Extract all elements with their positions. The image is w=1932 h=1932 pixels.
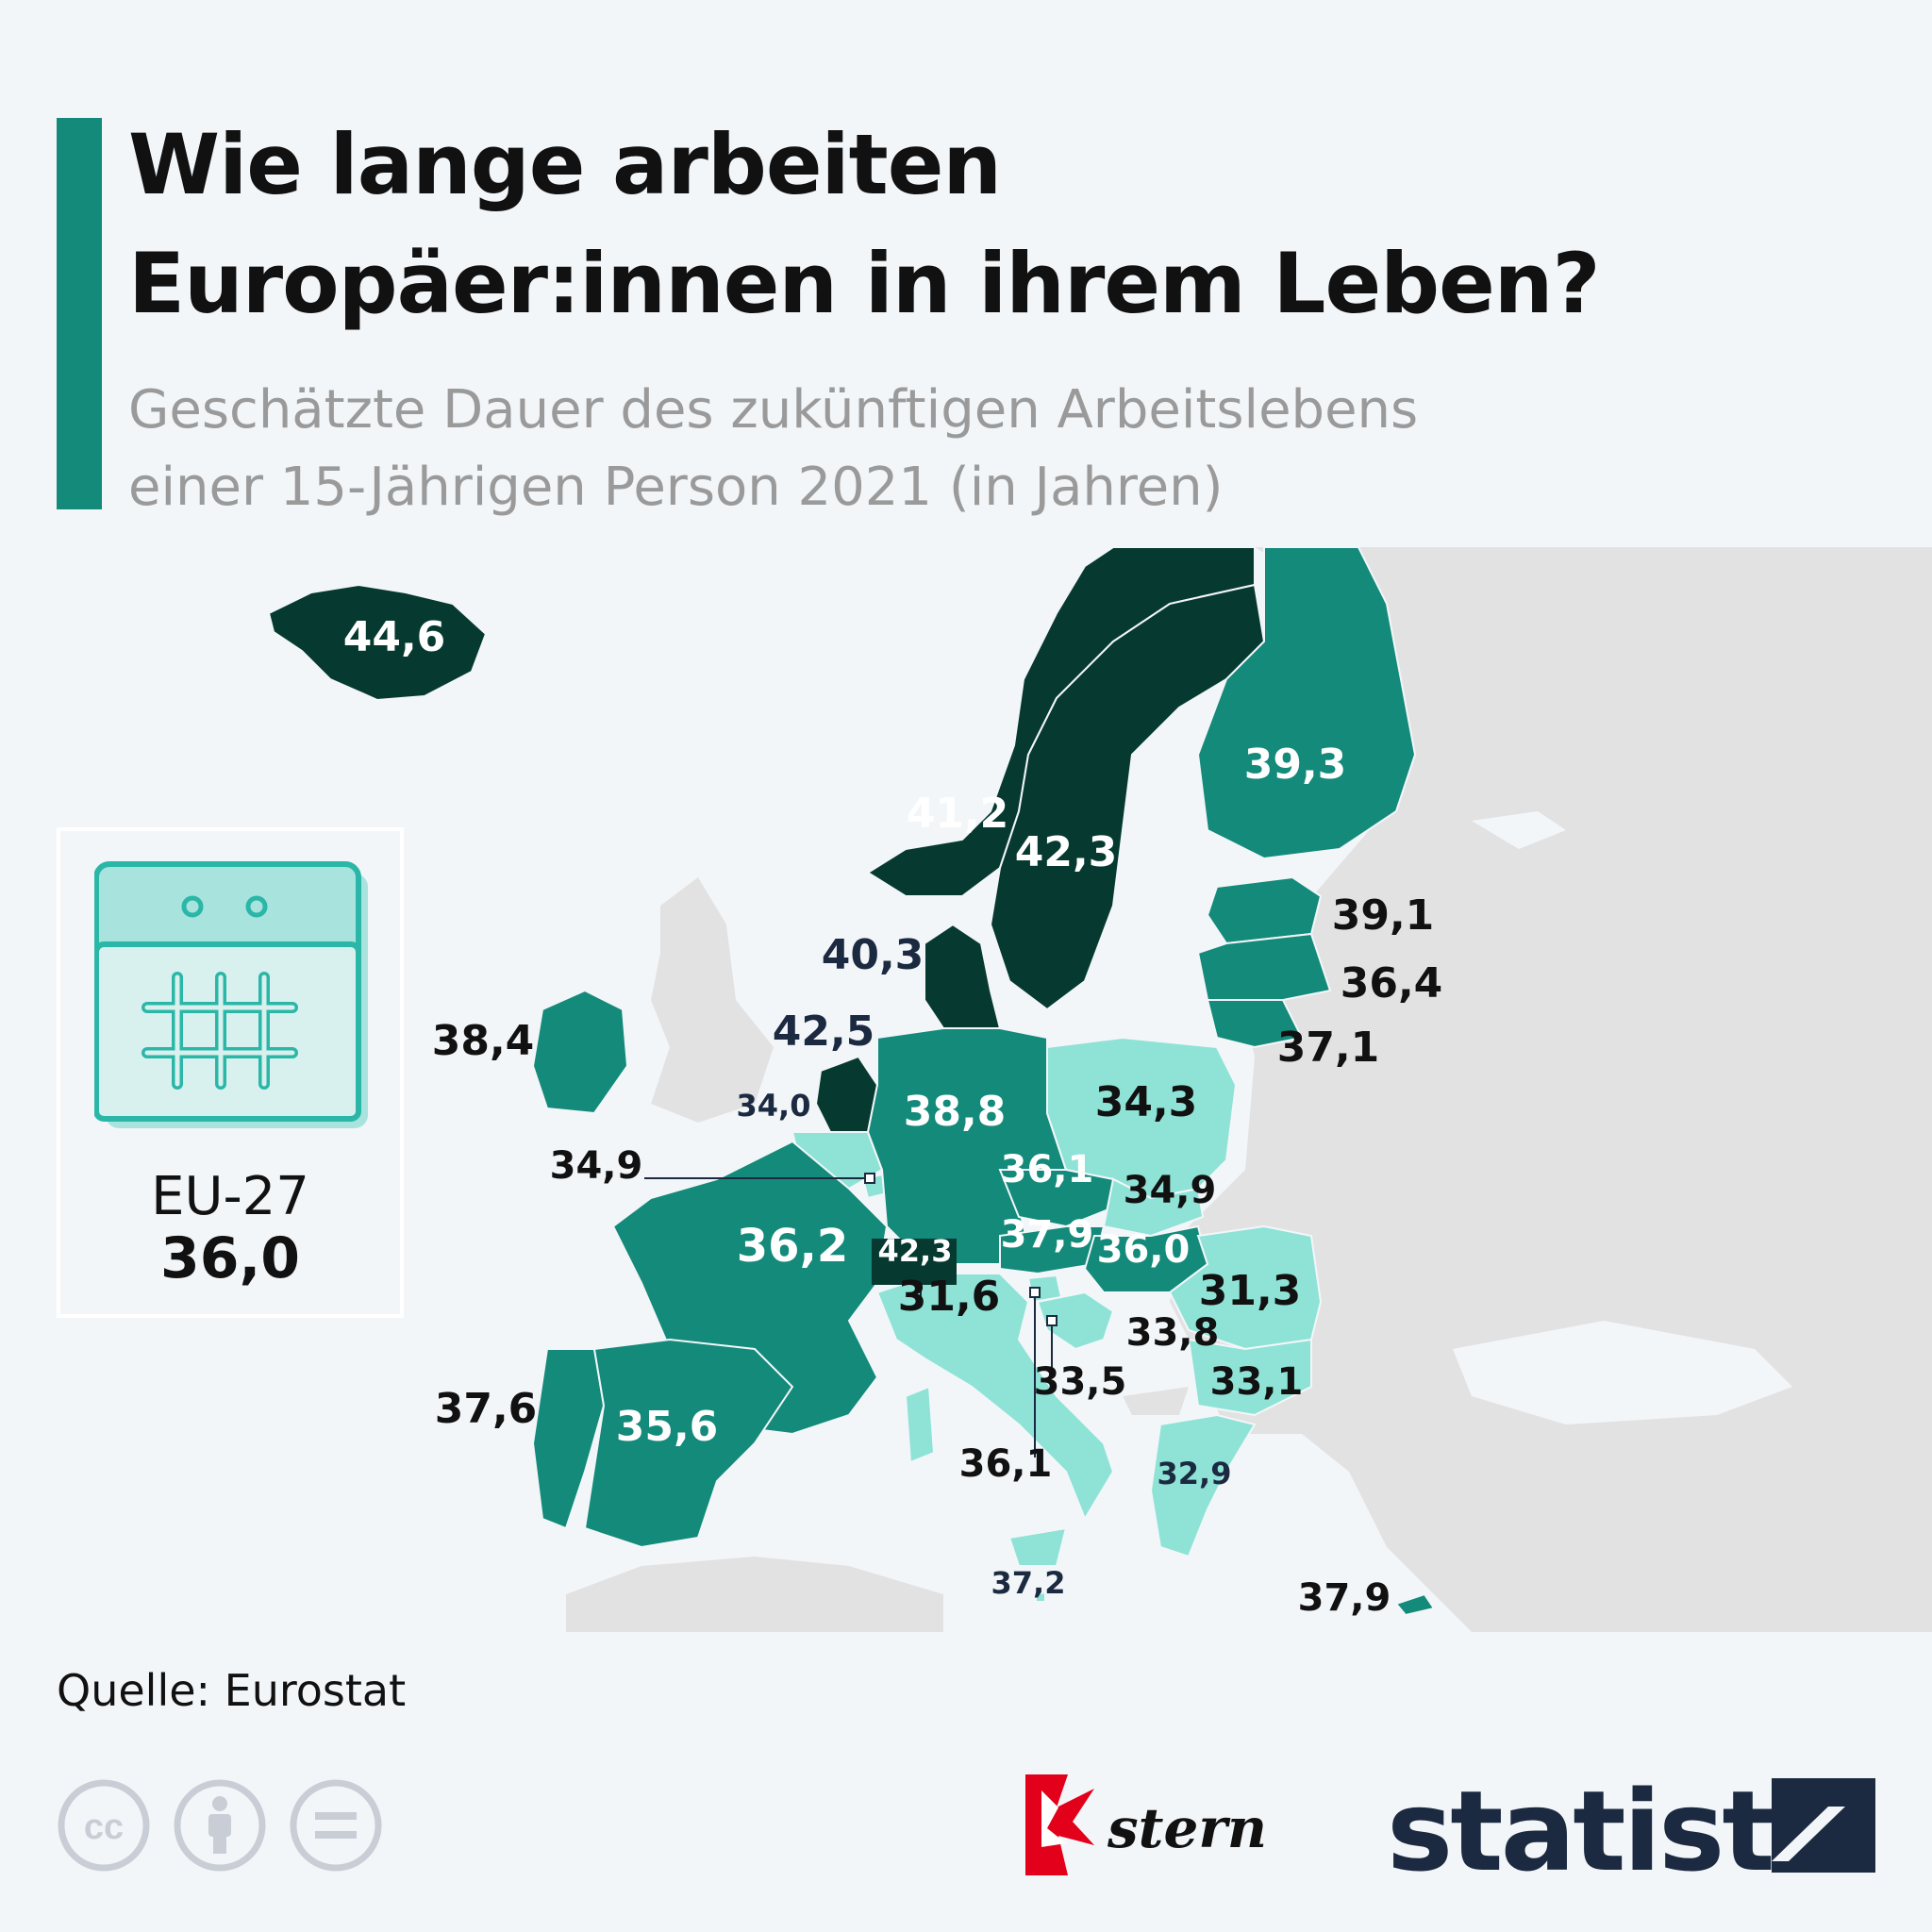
- map-value-label: 40,3: [822, 931, 924, 979]
- eu-summary-box: EU-27 36,0: [57, 827, 404, 1318]
- map-value-label: 38,8: [904, 1088, 1007, 1136]
- malta-region: [1035, 1591, 1046, 1603]
- map-value-label: 33,8: [1126, 1311, 1220, 1355]
- map-value-label: 34,0: [737, 1088, 811, 1124]
- statista-wordmark[interactable]: statista: [1387, 1766, 1847, 1896]
- map-value-label: 41,2: [907, 790, 1009, 838]
- eu-value: 36,0: [159, 1225, 301, 1291]
- map-value-label: 37,9: [1298, 1576, 1391, 1620]
- iceland-region: [267, 583, 488, 702]
- map-value-label: 32,9: [1158, 1456, 1232, 1491]
- map-value-label: 39,3: [1244, 741, 1347, 789]
- latvia-region: [1196, 932, 1332, 1001]
- map-value-label: 42,3: [1015, 828, 1118, 876]
- map-value-label: 34,9: [550, 1144, 643, 1188]
- title-line-2: Europäer:innen in ihrem Leben?: [128, 235, 1601, 332]
- map-value-label: 36,2: [737, 1220, 848, 1273]
- map-value-label: 37,6: [435, 1385, 538, 1433]
- map-value-label: 36,1: [1001, 1148, 1094, 1191]
- estonia-region: [1206, 875, 1323, 945]
- subtitle-line-1: Geschätzte Dauer des zukünftigen Arbeits…: [128, 379, 1419, 441]
- lithuania-region: [1206, 999, 1304, 1049]
- map-value-label: 42,3: [878, 1233, 953, 1269]
- map-value-label: 34,3: [1095, 1078, 1198, 1126]
- map-value-label: 36,0: [1097, 1228, 1191, 1272]
- attribution-icon[interactable]: [173, 1778, 267, 1873]
- stern-logo[interactable]: stern: [1021, 1770, 1304, 1883]
- eu-label: EU-27: [151, 1166, 309, 1227]
- finland-region: [1196, 547, 1417, 860]
- source-note: Quelle: Eurostat: [57, 1665, 407, 1716]
- sweden-region: [989, 583, 1266, 1011]
- croatia-region: [1036, 1291, 1115, 1351]
- map-value-label: 37,9: [1001, 1213, 1094, 1257]
- map-value-label: 33,1: [1210, 1360, 1304, 1404]
- map-value-label: 34,9: [1124, 1169, 1217, 1212]
- leader-lines: [644, 1173, 1058, 1457]
- non-eu-land: [566, 547, 1932, 1632]
- europe-map: 44,641,242,339,339,136,437,140,342,538,4…: [267, 547, 1932, 1632]
- netherlands-region: [814, 1055, 879, 1133]
- no-derivatives-icon[interactable]: [289, 1778, 383, 1873]
- map-value-label: 39,1: [1332, 891, 1435, 940]
- chart-subtitle: Geschätzte Dauer des zukünftigen Arbeits…: [128, 372, 1874, 526]
- svg-text:cc: cc: [84, 1807, 124, 1847]
- map-value-label: 44,6: [343, 613, 446, 661]
- map-value-label: 36,1: [959, 1442, 1053, 1486]
- denmark-region: [924, 923, 1002, 1029]
- bulgaria-region: [1187, 1338, 1312, 1417]
- map-value-label: 37,2: [991, 1565, 1066, 1601]
- stern-wordmark: stern: [1107, 1796, 1267, 1860]
- map-value-label: 33,5: [1034, 1360, 1127, 1404]
- eu-countries: [267, 547, 1436, 1617]
- map-value-label: 31,3: [1199, 1267, 1302, 1315]
- map-value-label: 37,1: [1277, 1024, 1380, 1072]
- map-value-label: 38,4: [432, 1017, 535, 1065]
- statista-icon: [1772, 1778, 1875, 1873]
- map-labels: 44,641,242,339,339,136,437,140,342,538,4…: [343, 613, 1443, 1620]
- accent-bar: [57, 118, 102, 509]
- map-value-label: 35,6: [616, 1403, 719, 1451]
- cc-icon[interactable]: cc: [57, 1778, 151, 1873]
- calendar-icon: [94, 861, 368, 1128]
- greece-region: [1149, 1413, 1257, 1558]
- map-value-label: 31,6: [898, 1273, 1001, 1321]
- chart-title: Wie lange arbeiten Europäer:innen in ihr…: [128, 106, 1874, 343]
- ireland-region: [531, 989, 629, 1115]
- map-value-label: 36,4: [1341, 959, 1443, 1008]
- cyprus-region: [1394, 1592, 1436, 1617]
- sicily-region: [1008, 1526, 1068, 1567]
- liechtenstein-box: [872, 1239, 957, 1285]
- subtitle-line-2: einer 15-Jährigen Person 2021 (in Jahren…: [128, 457, 1224, 518]
- title-line-1: Wie lange arbeiten: [128, 116, 1002, 213]
- spain-region: [583, 1338, 794, 1549]
- italy-region: [875, 1273, 1115, 1522]
- sardinia-region: [904, 1385, 936, 1464]
- map-value-label: 42,5: [773, 1008, 875, 1056]
